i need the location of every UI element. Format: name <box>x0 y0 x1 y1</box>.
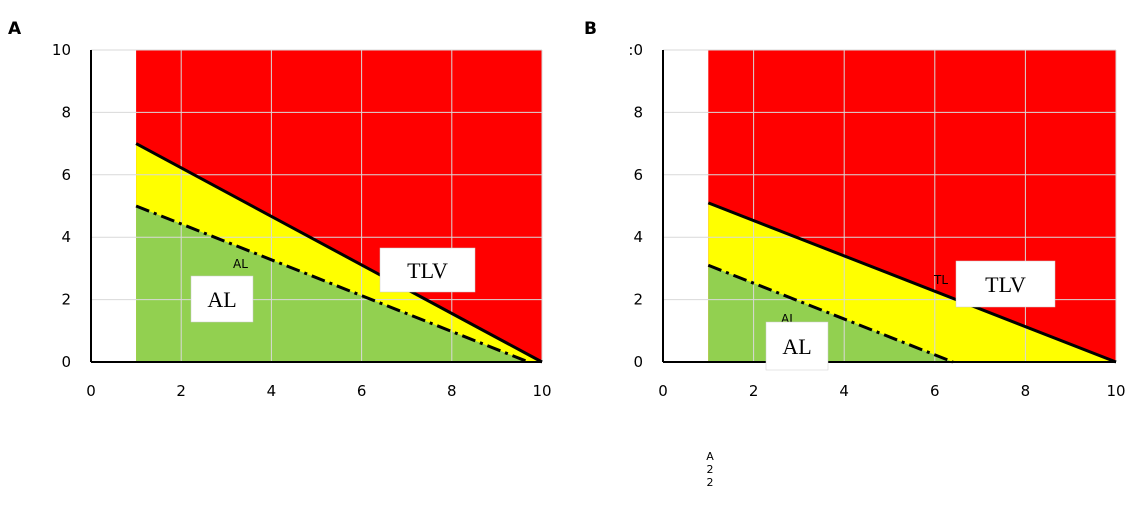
y-tick-label: 10 <box>52 41 71 59</box>
series-line-al <box>135 204 530 364</box>
x-tick-label: 0 <box>86 382 96 400</box>
x-tick-label: 8 <box>1021 382 1031 400</box>
series-line-al <box>707 263 954 364</box>
y-tick-label: 0 <box>633 353 643 371</box>
panel-a: A 0 2 4 6 8 10 0 2 4 6 8 10 AL TLV AL <box>8 19 552 400</box>
footnote: A 2 2 <box>700 450 720 489</box>
y-tick-label: 4 <box>61 228 71 246</box>
y-tick-label: 8 <box>633 103 643 121</box>
panel-letter-b: B <box>584 19 597 39</box>
y-tick-label: 6 <box>633 166 643 184</box>
label-box-text: TLV <box>985 272 1026 297</box>
panel-letter-a: A <box>8 19 22 39</box>
label-box <box>955 260 1056 308</box>
label-box <box>765 321 829 371</box>
x-tick-label: 4 <box>839 382 849 400</box>
x-tick-label: 8 <box>447 382 457 400</box>
x-tick-label: 10 <box>1106 382 1125 400</box>
x-tick-label: 6 <box>930 382 940 400</box>
x-tick-label: 6 <box>357 382 367 400</box>
y-tick-label: 2 <box>633 291 643 309</box>
y-tick-label: :0 <box>628 41 643 59</box>
series-line-tlv <box>135 142 543 364</box>
y-tick-label: 4 <box>633 228 643 246</box>
y-tick-label: 8 <box>61 103 71 121</box>
label-box <box>379 247 476 293</box>
underlying-label: TL <box>933 273 948 287</box>
footnote-line: 2 <box>706 463 714 476</box>
label-box-text: TLV <box>407 258 448 283</box>
x-tick-label: 2 <box>749 382 759 400</box>
footnote-line: 2 <box>706 476 714 489</box>
label-box <box>190 275 254 323</box>
x-tick-label: 0 <box>658 382 668 400</box>
y-tick-label: 2 <box>61 291 71 309</box>
footnote-line: A <box>706 450 714 463</box>
label-box-text: AL <box>782 334 811 359</box>
label-box-text: AL <box>207 287 236 312</box>
series-line-tlv <box>707 201 1117 364</box>
underlying-label: AL <box>233 257 248 271</box>
x-tick-label: 10 <box>532 382 551 400</box>
y-tick-label: 0 <box>61 353 71 371</box>
x-tick-label: 2 <box>176 382 186 400</box>
x-tick-label: 4 <box>267 382 277 400</box>
y-tick-label: 6 <box>61 166 71 184</box>
